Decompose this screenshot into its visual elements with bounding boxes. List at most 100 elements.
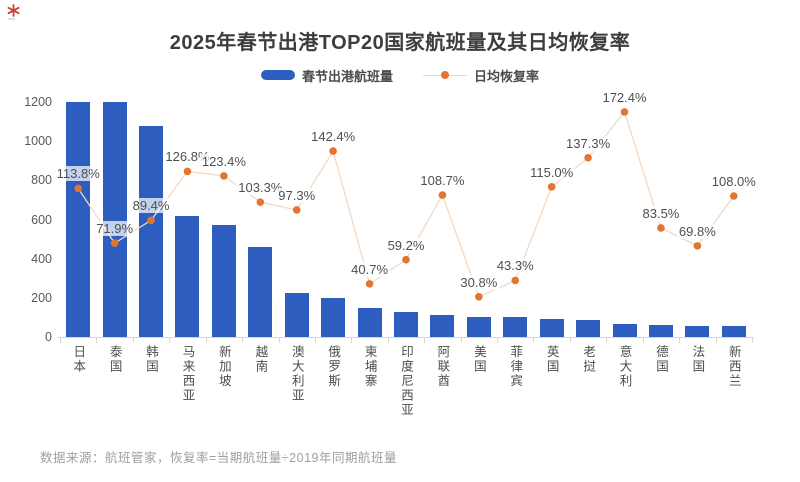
bar-日本 (66, 102, 91, 337)
recovery-dot-澳大利亚 (292, 206, 301, 214)
bar-新加坡 (211, 225, 236, 337)
x-axis-tick (205, 338, 207, 343)
x-axis-tick (752, 338, 753, 343)
recovery-label-德国: 83.5% (619, 205, 703, 222)
recovery-label-老挝: 137.3% (546, 135, 630, 152)
category-label-马来西亚: 马来西亚 (180, 345, 195, 403)
recovery-label-意大利: 172.4% (583, 89, 667, 106)
x-axis-tick (533, 338, 535, 343)
category-label-菲律宾: 菲律宾 (508, 345, 523, 389)
line-series-marker-icon (423, 70, 467, 80)
x-axis-tick (606, 338, 608, 343)
recovery-dot-柬埔寨 (365, 280, 374, 288)
recovery-dot-美国 (475, 292, 483, 301)
category-label-柬埔寨: 柬埔寨 (362, 345, 377, 389)
recovery-label-text: 83.5% (640, 205, 682, 221)
recovery-label-越南: 103.3% (218, 179, 302, 196)
recovery-label-text: 59.2% (385, 237, 427, 253)
recovery-dot-泰国 (110, 239, 119, 247)
recovery-dot-印度尼西亚 (402, 255, 410, 264)
recovery-dot-法国 (693, 242, 702, 250)
category-label-澳大利亚: 澳大利亚 (289, 345, 304, 403)
category-label-新西兰: 新西兰 (726, 345, 741, 389)
recovery-label-text: 43.3% (494, 258, 536, 274)
bar-俄罗斯 (321, 297, 346, 337)
category-label-美国: 美国 (471, 345, 486, 374)
bar-老挝 (576, 320, 601, 337)
recovery-dot-俄罗斯 (329, 147, 337, 155)
recovery-label-新加坡: 123.4% (182, 153, 266, 170)
category-label-韩国: 韩国 (144, 345, 159, 374)
x-axis-tick (242, 338, 244, 343)
recovery-label-泰国: 71.9% (73, 220, 157, 237)
category-label-日本: 日本 (71, 345, 86, 374)
category-label-泰国: 泰国 (107, 345, 122, 374)
bar-英国 (539, 319, 564, 337)
bar-马来西亚 (175, 215, 200, 337)
recovery-dot-韩国 (147, 216, 155, 225)
legend: 春节出港航班量 日均恢复率 (0, 66, 800, 84)
x-axis-tick (424, 338, 426, 343)
bar-印度尼西亚 (394, 311, 418, 337)
x-axis-tick (96, 338, 98, 343)
recovery-label-澳大利亚: 97.3% (255, 187, 339, 204)
recovery-label-text: 115.0% (528, 164, 576, 180)
recovery-label-text: 108.7% (418, 173, 467, 189)
x-axis-tick (314, 338, 316, 343)
x-axis-tick (460, 338, 462, 343)
recovery-label-text: 142.4% (309, 129, 358, 145)
chart-title: 2025年春节出港TOP20国家航班量及其日均恢复率 (169, 32, 631, 54)
legend-item-recovery-rate[interactable]: 日均恢复率 (423, 66, 539, 85)
recovery-label-text: 108.0% (709, 174, 758, 189)
bar-泰国 (102, 102, 127, 337)
x-axis-tick (60, 338, 61, 343)
legend-item-flight-volume[interactable]: 春节出港航班量 (260, 66, 393, 85)
x-axis-tick (351, 338, 353, 343)
y-axis-tick-label: 1200 (24, 95, 52, 109)
category-label-阿联酋: 阿联酋 (435, 345, 450, 389)
y-axis-tick-label: 0 (45, 330, 52, 344)
bar-阿联酋 (430, 315, 455, 337)
data-source-note: 数据来源：航班管家，恢复率=当期航班量÷2019年同期航班量 (40, 451, 397, 465)
recovery-dot-阿联酋 (438, 191, 447, 199)
recovery-label-菲律宾: 43.3% (473, 257, 557, 274)
recovery-label-text: 137.3% (564, 135, 613, 151)
bar-韩国 (139, 125, 164, 337)
recovery-label-text: 89.4% (130, 198, 172, 214)
bar-澳大利亚 (284, 292, 309, 337)
category-label-俄罗斯: 俄罗斯 (326, 345, 341, 389)
recovery-label-英国: 115.0% (510, 164, 594, 181)
recovery-label-text: 123.4% (199, 153, 248, 169)
recovery-dot-菲律宾 (511, 276, 520, 285)
bar-德国 (648, 325, 673, 337)
category-label-越南: 越南 (253, 345, 268, 374)
recovery-dot-新西兰 (729, 192, 738, 200)
recovery-dot-越南 (256, 198, 265, 206)
recovery-label-日本: 113.8% (36, 165, 120, 182)
red-asterisk-mark-icon (7, 4, 21, 22)
category-label-英国: 英国 (544, 345, 559, 374)
x-axis-tick (715, 338, 717, 343)
y-axis-tick-label: 600 (31, 212, 52, 227)
x-axis-tick (569, 338, 571, 343)
y-axis-tick-label: 200 (31, 290, 52, 305)
category-label-法国: 法国 (690, 345, 705, 374)
bar-法国 (685, 326, 710, 337)
recovery-label-text: 172.4% (600, 89, 649, 105)
category-label-意大利: 意大利 (617, 345, 632, 389)
recovery-label-柬埔寨: 40.7% (328, 261, 412, 278)
bar-美国 (466, 317, 491, 337)
category-label-新加坡: 新加坡 (216, 345, 231, 389)
recovery-label-text: 40.7% (349, 261, 391, 277)
legend-label-recovery-rate: 日均恢复率 (474, 68, 540, 84)
recovery-label-text: 97.3% (276, 187, 318, 203)
bar-越南 (248, 246, 273, 337)
bar-菲律宾 (503, 317, 528, 337)
recovery-rate-line-layer (74, 108, 738, 301)
corner-sub-dash (8, 18, 15, 20)
recovery-dot-英国 (547, 183, 556, 191)
recovery-label-阿联酋: 108.7% (400, 172, 484, 189)
legend-dot-icon (441, 71, 449, 79)
recovery-label-韩国: 89.4% (109, 197, 193, 214)
